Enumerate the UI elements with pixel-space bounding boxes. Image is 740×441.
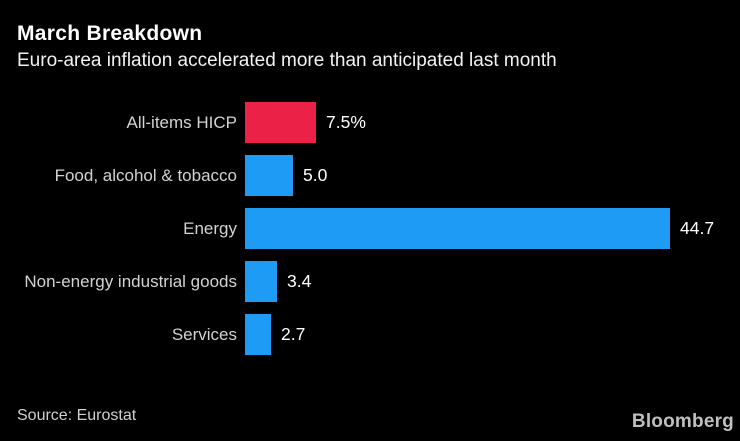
- bar-row: Energy 44.7: [0, 208, 740, 249]
- value-label: 3.4: [287, 270, 312, 291]
- chart-subtitle: Euro-area inflation accelerated more tha…: [17, 50, 557, 71]
- bloomberg-logo: Bloomberg: [631, 411, 734, 432]
- bar-row: Non-energy industrial goods 3.4: [0, 261, 740, 302]
- bar: [245, 314, 271, 355]
- bar-chart: All-items HICP 7.5% Food, alcohol & tobacc…: [0, 102, 740, 355]
- category-label: Food, alcohol & tobacco: [54, 166, 237, 185]
- bar-row: All-items HICP 7.5%: [0, 102, 740, 143]
- chart-title: March Breakdown: [17, 22, 203, 45]
- value-label: 2.7: [281, 323, 306, 344]
- value-label: 5.0: [303, 164, 328, 185]
- bar: [245, 102, 316, 143]
- bar: [245, 155, 293, 196]
- bar-row: Services 2.7: [0, 314, 740, 355]
- category-label: Non-energy industrial goods: [24, 272, 237, 291]
- source-note: Source: Eurostat: [17, 407, 137, 424]
- bar: [245, 261, 277, 302]
- bar-row: Food, alcohol & tobacco 5.0: [0, 155, 740, 196]
- bar: [245, 208, 670, 249]
- value-label: 7.5%: [326, 111, 366, 132]
- category-label: Services: [171, 325, 237, 344]
- category-label: Energy: [183, 219, 237, 238]
- value-label: 44.7: [680, 217, 715, 238]
- category-label: All-items HICP: [126, 113, 237, 132]
